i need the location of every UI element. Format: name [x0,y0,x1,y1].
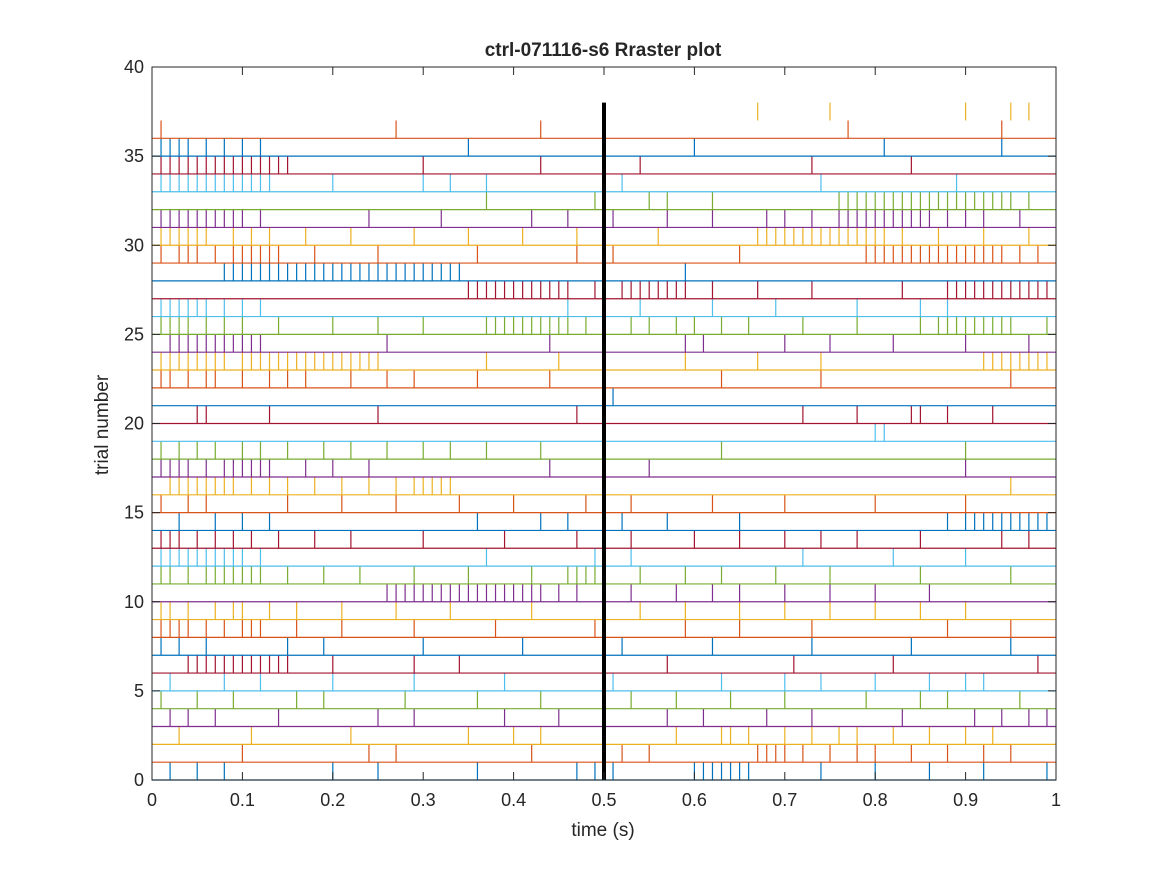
x-axis-label: time (s) [571,820,634,841]
chart-title: ctrl-071116-s6 Rraster plot [485,40,722,61]
y-tick-label: 20 [124,414,144,434]
y-tick-label: 40 [124,57,144,77]
y-tick-label: 0 [134,770,144,790]
x-tick-label: 0.6 [682,790,707,810]
x-tick-label: 0.7 [772,790,797,810]
x-tick-label: 0.4 [501,790,526,810]
trials-layer [152,102,1056,781]
y-axis-label: trial number [92,374,113,475]
x-tick-label: 0.9 [953,790,978,810]
trial-row [757,102,1030,121]
x-tick-label: 0 [147,790,157,810]
x-tick-label: 0.2 [320,790,345,810]
x-tick-label: 1 [1051,790,1061,810]
x-tick-label: 0.3 [411,790,436,810]
x-tick-label: 0.8 [863,790,888,810]
y-tick-label: 35 [124,146,144,166]
axes-layer: 0 0.1 0.2 0.3 0.4 0.5 0.6 0.7 0.8 0.9 105101520253… [124,57,1061,810]
x-tick-label: 0.1 [230,790,255,810]
y-tick-label: 30 [124,235,144,255]
y-tick-label: 5 [134,681,144,701]
y-tick-label: 15 [124,503,144,523]
y-tick-label: 10 [124,592,144,612]
x-tick-label: 0.5 [591,790,616,810]
y-tick-label: 25 [124,324,144,344]
